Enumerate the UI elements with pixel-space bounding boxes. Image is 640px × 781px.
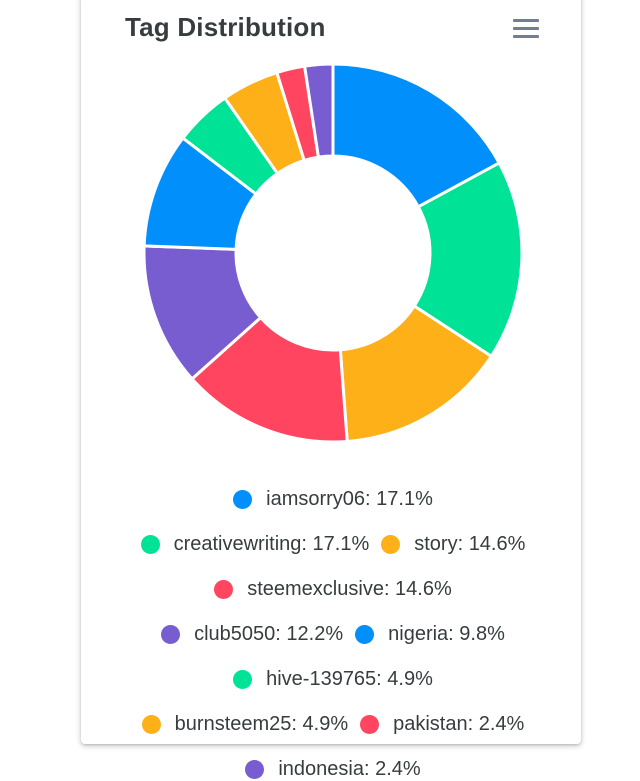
legend-marker-icon: [360, 715, 380, 734]
legend-item-creativewriting[interactable]: creativewriting: 17.1%: [140, 533, 370, 556]
legend-label: hive-139765: 4.9%: [266, 668, 433, 690]
legend-marker-icon: [141, 715, 161, 734]
legend-item-nigeria[interactable]: nigeria: 9.8%: [355, 623, 505, 646]
donut-slice-steemexclusive[interactable]: [189, 315, 349, 444]
legend-item-indonesia[interactable]: indonesia: 2.4%: [245, 758, 421, 781]
menu-line: [513, 35, 539, 38]
donut-chart: [142, 62, 524, 444]
legend-marker-icon: [140, 535, 160, 554]
donut-slice-indonesia[interactable]: [302, 62, 335, 159]
legend-label: iamsorry06: 17.1%: [266, 488, 433, 510]
legend-label: creativewriting: 17.1%: [173, 533, 370, 555]
legend-label: indonesia: 2.4%: [278, 758, 421, 780]
legend-item-steemexclusive[interactable]: steemexclusive: 14.6%: [214, 578, 452, 601]
legend-item-burnsteem25[interactable]: burnsteem25: 4.9%: [141, 713, 349, 736]
legend-marker-icon: [355, 625, 375, 644]
legend-label: steemexclusive: 14.6%: [247, 578, 452, 600]
donut-slice-story[interactable]: [338, 303, 494, 444]
legend-item-hive-139765[interactable]: hive-139765: 4.9%: [233, 668, 433, 691]
hamburger-menu-icon[interactable]: [510, 16, 542, 44]
legend-item-iamsorry06[interactable]: iamsorry06: 17.1%: [233, 488, 433, 511]
chart-title: Tag Distribution: [125, 12, 326, 42]
legend-item-pakistan[interactable]: pakistan: 2.4%: [360, 713, 524, 736]
legend-label: burnsteem25: 4.9%: [174, 713, 349, 735]
donut-slice-creativewriting[interactable]: [412, 160, 524, 359]
menu-line: [513, 27, 539, 30]
chart-legend: iamsorry06: 17.1% creativewriting: 17.1% s…: [90, 488, 576, 781]
legend-marker-icon: [233, 670, 253, 689]
legend-marker-icon: [214, 580, 234, 599]
donut-slice-iamsorry06[interactable]: [331, 62, 502, 209]
legend-item-club5050[interactable]: club5050: 12.2%: [161, 623, 343, 646]
legend-marker-icon: [161, 625, 181, 644]
legend-label: club5050: 12.2%: [194, 623, 344, 645]
legend-item-story[interactable]: story: 14.6%: [381, 533, 525, 556]
legend-marker-icon: [381, 535, 401, 554]
legend-label: pakistan: 2.4%: [393, 713, 525, 735]
legend-marker-icon: [233, 490, 253, 509]
legend-label: story: 14.6%: [414, 533, 526, 555]
legend-label: nigeria: 9.8%: [388, 623, 505, 645]
menu-line: [513, 19, 539, 22]
